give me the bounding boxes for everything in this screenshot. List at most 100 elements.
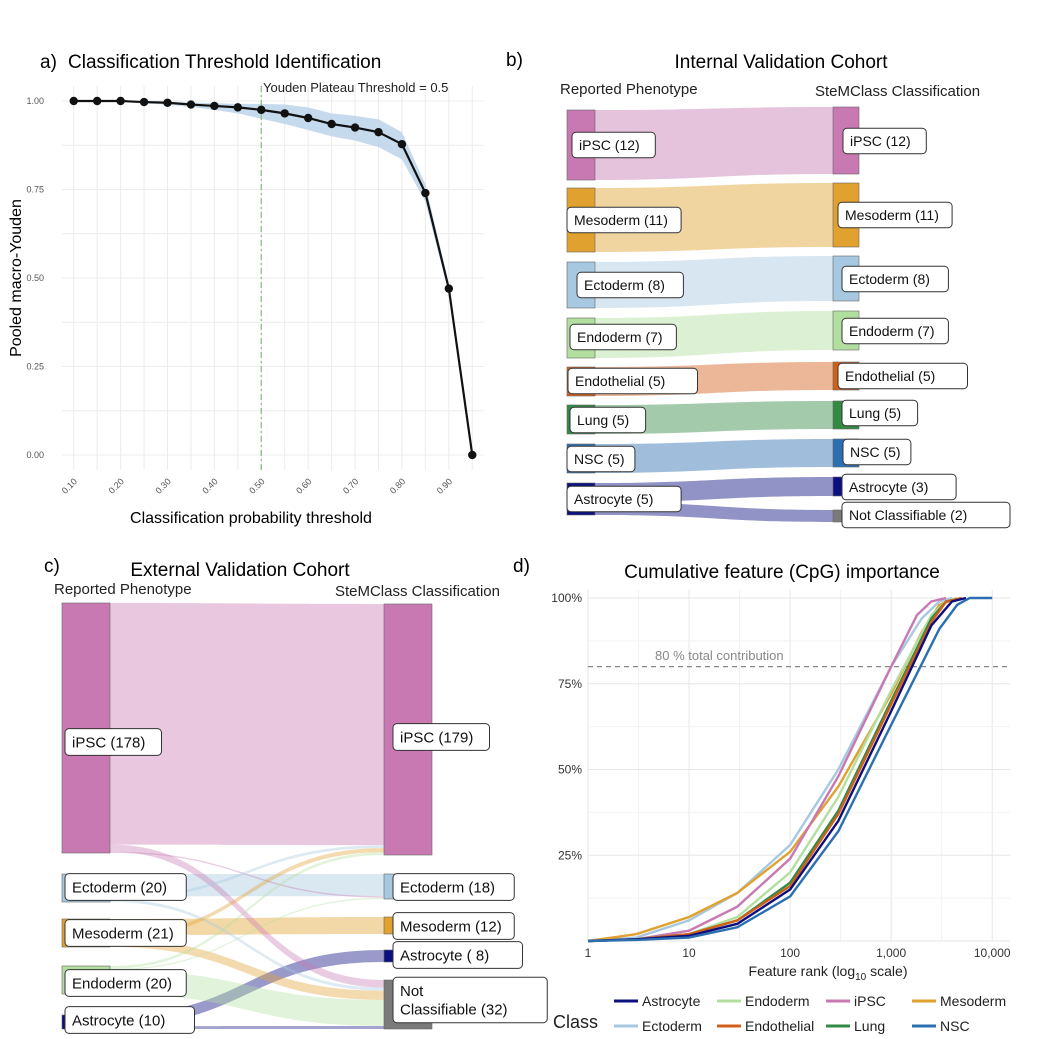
left-label-lung-box	[569, 406, 647, 434]
data-point	[69, 96, 78, 106]
left-label-endoderm: Endoderm (20)	[64, 969, 187, 997]
y-axis-label: Pooled macro-Youden	[8, 199, 25, 357]
right-label-ectoderm-box	[841, 265, 949, 293]
legend-label-ipsc: iPSC	[854, 993, 886, 1009]
flow-endoderm-to-ipsc	[110, 852, 384, 969]
left-label-ipsc: iPSC (178)	[64, 728, 162, 756]
right-label-endothelial-text: Endothelial (5)	[845, 368, 935, 384]
left-label-astrocyte: Astrocyte (10)	[64, 1006, 195, 1034]
series-line-ipsc	[587, 596, 947, 943]
left-label-mesoderm-box	[64, 919, 187, 947]
x-tick-label: 100	[780, 946, 800, 960]
right-label-notclassifiable-text: Not Classifiable (2)	[849, 507, 967, 523]
x-axis-label: Feature rank (log10 scale)	[749, 963, 908, 983]
data-point	[186, 100, 196, 109]
right-label-mesoderm-text: Mesoderm (12)	[400, 918, 502, 935]
right-label-ectoderm: Ectoderm (18)	[392, 873, 515, 901]
panel-a-letter: a)	[40, 52, 57, 73]
right-label-ipsc: iPSC (12)	[842, 127, 927, 155]
right-label-ectoderm: Ectoderm (8)	[841, 265, 949, 293]
y-tick-label: 75%	[558, 677, 582, 691]
left-label-lung-text: Lung (5)	[577, 412, 629, 428]
right-label-astrocyte: Astrocyte ( 8)	[392, 941, 523, 969]
left-label-mesoderm-text: Mesoderm (11)	[574, 212, 668, 228]
series-line-ectoderm	[587, 596, 953, 943]
x-tick-label: 0.30	[153, 476, 172, 495]
data-point	[468, 450, 477, 460]
threshold-chart: Youden Plateau Threshold = 0.5 0.00 0.25 0.…	[8, 80, 484, 527]
x-tick-label: 0.10	[60, 476, 79, 495]
legend-label-lung: Lung	[854, 1018, 885, 1034]
left-label-ipsc-text: iPSC (178)	[72, 734, 145, 751]
legend-label-endothelial: Endothelial	[745, 1018, 814, 1034]
left-axis-title: Reported Phenotype	[560, 81, 698, 98]
left-label-astrocyte-text: Astrocyte (10)	[72, 1012, 165, 1029]
flow-mesoderm-to-ipsc	[110, 847, 384, 939]
right-label-notclassifiable-text: Not	[400, 983, 424, 1000]
panel-d-letter: d)	[513, 556, 530, 577]
panel-b-title: Internal Validation Cohort	[675, 52, 889, 73]
legend-item-ectoderm: Ectoderm	[614, 1018, 702, 1034]
x-tick-label: 0.20	[107, 476, 126, 495]
right-label-astrocyte-box	[392, 941, 523, 969]
left-label-mesoderm: Mesoderm (11)	[566, 206, 682, 234]
left-label-mesoderm-text: Mesoderm (21)	[72, 925, 174, 942]
left-label-astrocyte: Astrocyte (5)	[566, 485, 682, 513]
right-label-ipsc-box	[392, 723, 490, 751]
right-label-lung-box	[841, 399, 919, 427]
left-label-ipsc-box	[571, 131, 656, 159]
right-label-notclassifiable: Not Classifiable (2)	[841, 501, 1011, 529]
left-label-nsc-text: NSC (5)	[574, 451, 625, 467]
flow-mesoderm-to-mesoderm	[595, 183, 833, 252]
legend-item-ipsc: iPSC	[826, 993, 886, 1009]
left-label-astrocyte-text: Astrocyte (5)	[574, 491, 653, 507]
right-label-notclassifiable-box	[392, 976, 548, 1024]
contribution-label: 80 % total contribution	[655, 648, 784, 663]
flow-ipsc-to-notclassifiable	[110, 844, 384, 988]
right-label-ectoderm-text: Ectoderm (8)	[849, 271, 930, 287]
left-label-mesoderm-box	[566, 206, 682, 234]
y-tick-label: 0.00	[26, 450, 44, 460]
y-tick-label: 50%	[558, 763, 582, 777]
left-label-ectoderm-box	[576, 271, 684, 299]
x-tick-label: 10	[682, 946, 696, 960]
data-point	[233, 103, 243, 112]
right-label-astrocyte-text: Astrocyte (3)	[849, 479, 928, 495]
right-label-nsc-text: NSC (5)	[850, 444, 901, 460]
flow-ectoderm-to-ipsc	[110, 845, 384, 900]
legend-item-endothelial: Endothelial	[717, 1018, 814, 1034]
data-point	[139, 97, 149, 107]
left-label-ectoderm: Ectoderm (20)	[64, 873, 187, 901]
flow-endoderm-to-ectoderm	[110, 897, 384, 971]
flow-ipsc-to-ipsc	[110, 603, 384, 846]
left-label-astrocyte-box	[64, 1006, 195, 1034]
flow-ectoderm-to-notclassifiable	[110, 899, 384, 991]
x-tick-label: 0.70	[341, 476, 360, 495]
y-tick-label: 0.75	[26, 185, 44, 195]
x-tick-label: 0.60	[294, 476, 313, 495]
legend-label-astrocyte: Astrocyte	[642, 993, 701, 1009]
legend-title: Class	[553, 1012, 598, 1032]
data-point	[210, 101, 219, 111]
right-label-nsc: NSC (5)	[842, 438, 912, 466]
right-label-mesoderm-box	[837, 201, 953, 229]
left-label-endothelial: Endothelial (5)	[567, 367, 698, 395]
right-label-mesoderm: Mesoderm (11)	[837, 201, 953, 229]
data-point	[163, 98, 172, 107]
right-label-ipsc-text: iPSC (179)	[400, 729, 473, 746]
y-tick-label: 1.00	[26, 96, 44, 106]
right-axis-title: SteMClass Classification	[335, 583, 500, 600]
right-label-notclassifiable-box	[841, 501, 1011, 529]
left-label-ipsc: iPSC (12)	[571, 131, 656, 159]
left-label-ipsc-text: iPSC (12)	[579, 137, 640, 153]
y-tick-label: 0.50	[26, 273, 44, 283]
left-label-endothelial-text: Endothelial (5)	[575, 373, 665, 389]
panel-c-title: External Validation Cohort	[130, 560, 350, 581]
data-point	[327, 119, 336, 129]
y-tick-label: 100%	[551, 591, 582, 605]
left-node-ipsc	[61, 602, 111, 854]
right-label-astrocyte: Astrocyte (3)	[841, 473, 957, 501]
x-tick-label: 0.80	[388, 476, 407, 495]
x-tick-label: 1,000	[876, 946, 906, 960]
